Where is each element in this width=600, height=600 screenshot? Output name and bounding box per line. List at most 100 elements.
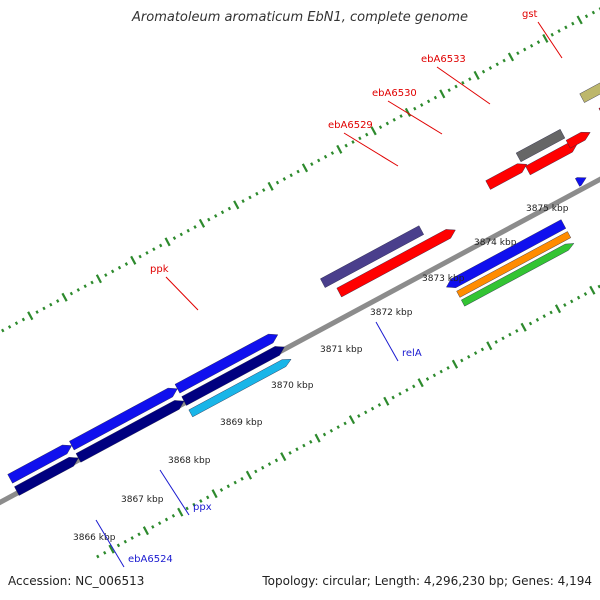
tick-mark (103, 550, 107, 555)
callout-line (343, 132, 399, 167)
accession-text: Accession: NC_006513 (8, 574, 145, 588)
tick-mark (336, 425, 340, 429)
tick-mark (420, 103, 424, 107)
gene-ebA6526-strand (181, 346, 285, 406)
tick-mark (535, 317, 540, 322)
tick-mark (227, 206, 232, 211)
tick-mark (56, 299, 60, 303)
gene-relA-domain (456, 231, 572, 298)
tick-mark (83, 284, 87, 289)
tick-mark (104, 273, 108, 277)
tick-mark (14, 321, 19, 326)
tick-mark (108, 544, 115, 554)
scale-label: 3871 kbp (320, 345, 363, 355)
tick-mark (275, 180, 280, 185)
tick-mark (398, 391, 402, 396)
gene-ebA6529 (485, 163, 528, 190)
tick-mark (211, 489, 218, 499)
gene-ebA6532 (565, 131, 591, 149)
tick-mark (21, 317, 26, 322)
tick-mark (348, 415, 356, 425)
tick-mark (206, 495, 210, 500)
tick-mark (468, 77, 472, 81)
backbone-layer (0, 176, 600, 506)
tick-mark (164, 237, 171, 247)
label-layer: 3866 kbp 3867 kbp 3868 kbp 3869 kbp 3870 kbp… (73, 9, 569, 568)
tick-mark (193, 225, 197, 229)
tick-mark (507, 52, 515, 62)
tick-mark (314, 433, 321, 443)
tick-mark (571, 21, 575, 26)
tick-mark (329, 428, 334, 433)
tick-mark (447, 88, 451, 93)
scale-label: 3866 kbp (73, 533, 116, 543)
callout-line (165, 276, 199, 311)
tick-mark (76, 288, 80, 292)
tick-mark (412, 384, 416, 389)
genome-backbone (0, 176, 600, 506)
tick-mark (289, 173, 293, 178)
tick-mark (570, 299, 574, 304)
tick-mark (461, 80, 465, 85)
tick-mark (365, 132, 369, 137)
tick-mark (310, 162, 314, 167)
gene-label: ebA6529 (328, 120, 373, 131)
tick-mark (245, 470, 253, 480)
gene-ppx (188, 359, 292, 418)
tick-mark (130, 536, 134, 540)
tick-mark (391, 395, 395, 400)
tick-mark (554, 304, 562, 314)
tick-mark (123, 539, 127, 544)
tick-mark (255, 191, 259, 196)
tick-mark (486, 341, 493, 351)
tick-mark (302, 443, 306, 448)
tick-mark (516, 51, 520, 56)
gene-ebA6524 (7, 444, 73, 484)
tick-mark (96, 554, 100, 559)
tick-mark (446, 366, 450, 370)
tick-mark (336, 144, 343, 154)
tick-mark (433, 95, 438, 100)
tick-mark (378, 125, 383, 130)
tick-mark (90, 280, 94, 285)
tick-mark (233, 200, 240, 210)
gene-label: ebA6530 (372, 88, 417, 99)
tick-mark (529, 43, 534, 48)
tick-mark (343, 421, 347, 426)
tick-mark (399, 114, 403, 118)
tick-mark (550, 32, 554, 37)
tick-mark (473, 70, 480, 80)
tick-mark (241, 199, 245, 204)
tick-mark (61, 292, 68, 302)
tick-mark (185, 506, 189, 511)
gene-label: ppk (150, 264, 169, 275)
scale-label: 3872 kbp (370, 308, 413, 318)
tick-mark (542, 33, 549, 43)
callout-line (537, 21, 563, 59)
tick-mark (357, 414, 361, 418)
gene-label: gst (522, 9, 538, 20)
tick-mark (432, 373, 437, 378)
scale-label: 3875 kbp (526, 204, 569, 214)
tick-mark (35, 310, 39, 314)
tick-mark (591, 10, 596, 15)
gene-ebA6526 (174, 333, 279, 394)
tick-mark (564, 25, 568, 30)
tick-mark (323, 154, 328, 159)
callout-line (436, 66, 491, 105)
tick-mark (151, 525, 155, 529)
gene-label: relA (402, 348, 422, 359)
tick-mark (404, 107, 412, 117)
tick-mark (296, 169, 300, 174)
tick-mark (494, 340, 498, 344)
tick-mark (69, 291, 74, 296)
tick-mark (460, 358, 464, 363)
tick-mark (214, 214, 218, 218)
tick-mark (267, 462, 272, 466)
tick-mark (248, 195, 252, 200)
scale-label: 3873 kbp (422, 274, 465, 284)
tick-mark (508, 332, 512, 337)
tick-mark (454, 84, 458, 89)
tick-mark (145, 251, 149, 255)
tick-mark (207, 217, 211, 222)
